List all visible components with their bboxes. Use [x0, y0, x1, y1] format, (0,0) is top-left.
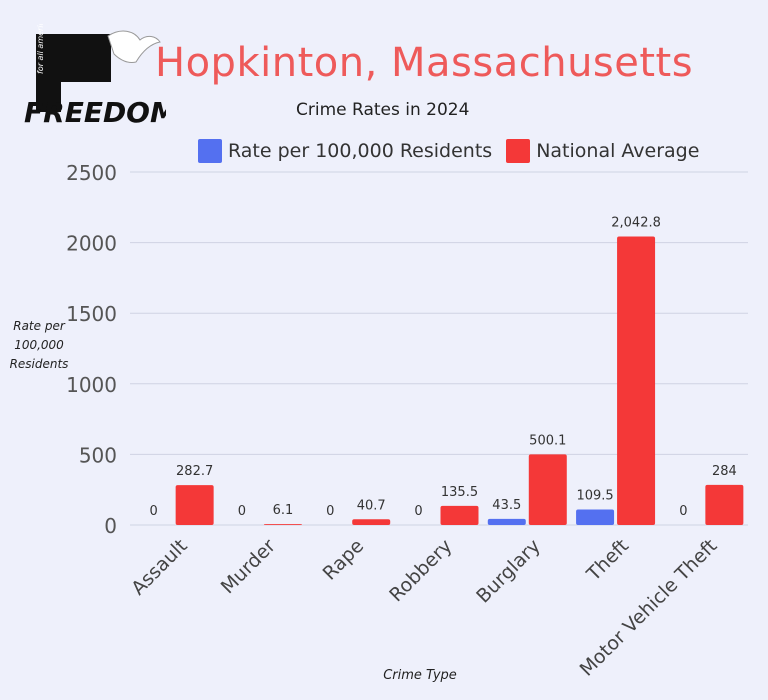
- legend-label-national: National Average: [536, 140, 700, 162]
- bar-national: [175, 485, 214, 525]
- x-tick-label: Burglary: [472, 535, 545, 608]
- chart-subtitle: Crime Rates in 2024: [296, 100, 470, 120]
- x-tick-label: Robbery: [385, 535, 456, 606]
- x-tick-label: Assault: [127, 535, 192, 600]
- bar-rate: [576, 509, 615, 525]
- dove-icon: [107, 30, 161, 63]
- data-label: 0: [679, 504, 687, 519]
- x-axis-label: Crime Type: [383, 668, 457, 683]
- data-label: 109.5: [576, 489, 613, 504]
- legend-item-national: National Average: [506, 139, 699, 163]
- data-label: 43.5: [492, 498, 521, 513]
- data-label: 135.5: [441, 485, 478, 500]
- bar-national: [263, 524, 302, 525]
- data-label: 0: [238, 504, 246, 519]
- bar-national: [352, 519, 391, 525]
- legend-item-rate: Rate per 100,000 Residents: [198, 139, 492, 163]
- x-tick-label: Rape: [319, 535, 369, 585]
- data-label: 282.7: [176, 464, 213, 479]
- legend-swatch-rate: [198, 139, 222, 163]
- bar-national: [440, 505, 479, 525]
- bar-national: [705, 484, 744, 525]
- data-label: 284: [712, 464, 737, 479]
- data-label: 40.7: [357, 498, 386, 513]
- data-label: 500.1: [529, 433, 566, 448]
- logo-wordmark: FREEDOM: [24, 96, 166, 124]
- data-label: 0: [414, 504, 422, 519]
- y-tick-label: 0: [104, 514, 117, 538]
- legend-label-rate: Rate per 100,000 Residents: [228, 140, 493, 162]
- logo-flag-shape: [36, 34, 111, 112]
- bar-national: [528, 454, 567, 525]
- bar-rate: [487, 518, 526, 525]
- logo-tagline: for all americans: [36, 24, 45, 74]
- data-label: 2,042.8: [611, 216, 661, 231]
- data-label: 0: [150, 504, 158, 519]
- y-tick-label: 2000: [66, 232, 117, 256]
- y-tick-label: 2500: [66, 161, 117, 185]
- legend: Rate per 100,000 Residents National Aver…: [198, 138, 713, 164]
- freedom-logo: for all americans FREEDOM: [24, 24, 166, 124]
- bar-national: [617, 236, 656, 525]
- y-tick-label: 1000: [66, 373, 117, 397]
- y-tick-label: 1500: [66, 302, 117, 326]
- y-tick-label: 500: [79, 443, 117, 467]
- y-axis-label: Rate per 100,000 Residents: [9, 319, 69, 371]
- legend-swatch-national: [506, 139, 531, 163]
- data-label: 6.1: [273, 503, 294, 518]
- chart-title: Hopkinton, Massachusetts: [155, 40, 694, 86]
- x-tick-label: Murder: [217, 535, 280, 598]
- data-label: 0: [326, 504, 334, 519]
- x-tick-label: Theft: [582, 535, 633, 586]
